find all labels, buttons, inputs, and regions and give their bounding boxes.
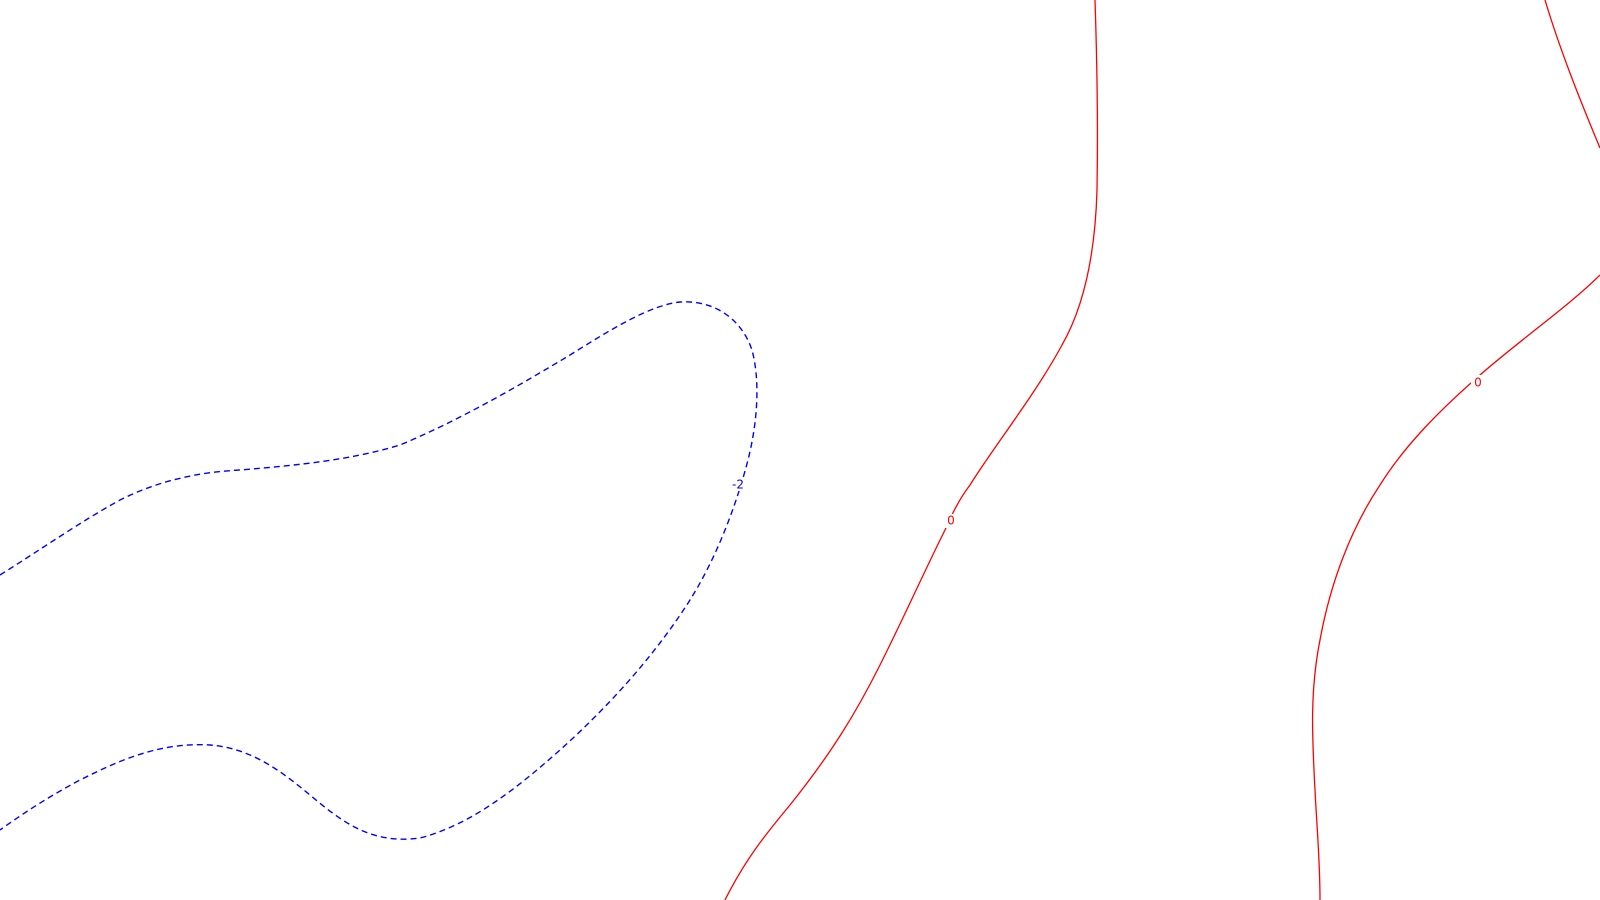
contour-label-zero-left: 0 <box>947 514 955 528</box>
contour-label-negative-2: -2 <box>732 478 744 492</box>
contour-label-zero-right: 0 <box>1474 376 1482 390</box>
contour-label-bg <box>1471 375 1485 389</box>
contour-line-zero-right: 0 <box>1311 0 1600 900</box>
contour-line-negative-2: -2 <box>0 301 758 840</box>
contour-label-bg <box>944 514 958 528</box>
contour-line-zero-left: 0 <box>724 0 1099 900</box>
contour-label-bg <box>731 477 745 491</box>
